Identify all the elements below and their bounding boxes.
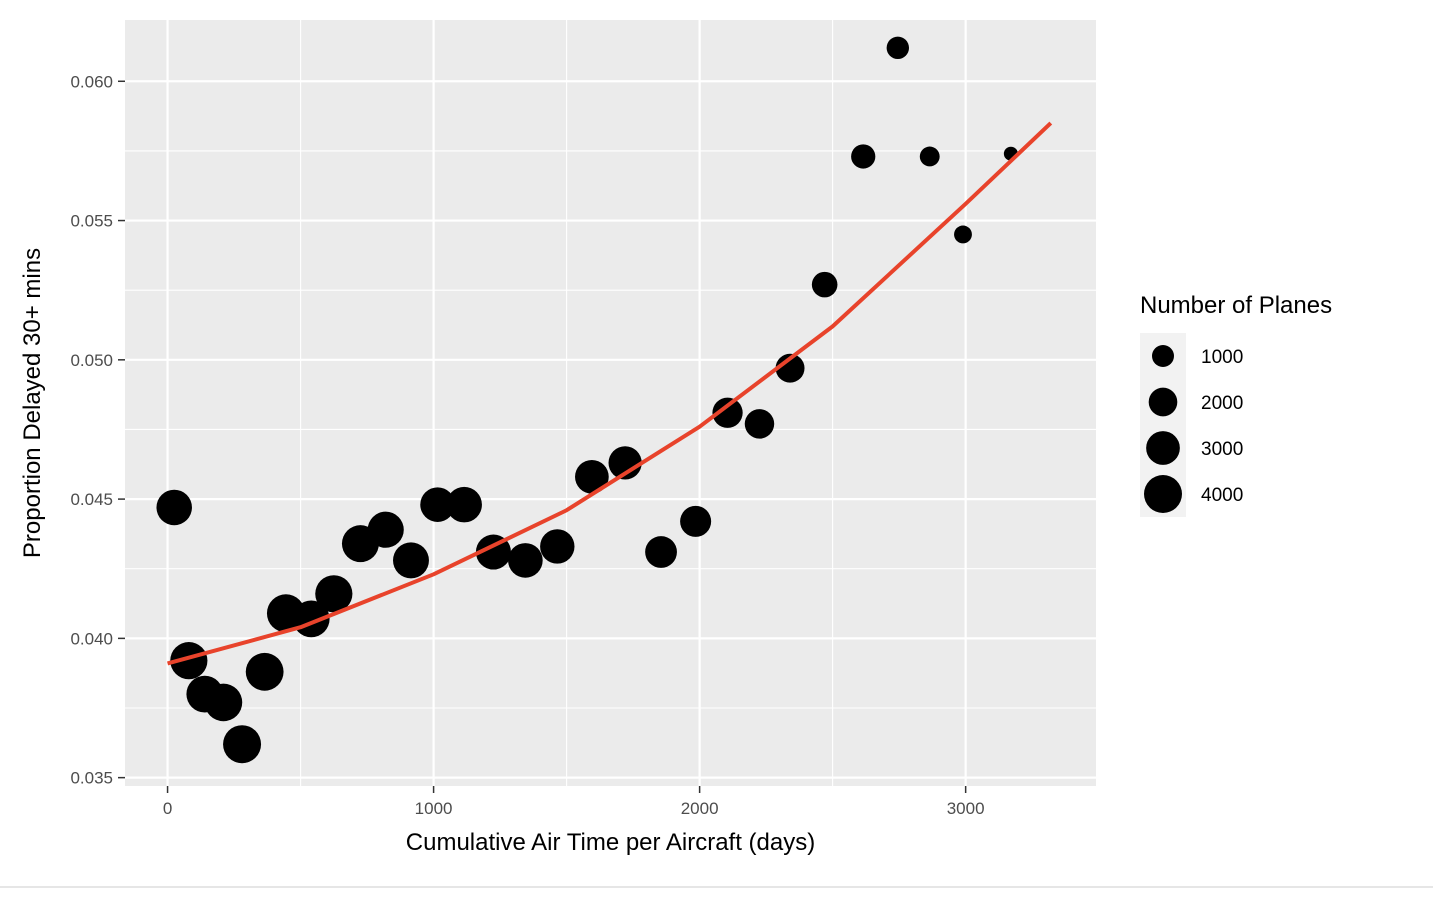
y-axis: 0.035 0.040 0.045 0.050 0.055 0.060 — [70, 72, 125, 788]
x-tick-label: 3000 — [947, 799, 985, 818]
data-point — [420, 487, 455, 522]
x-axis-title: Cumulative Air Time per Aircraft (days) — [406, 829, 815, 856]
legend-title: Number of Planes — [1140, 292, 1332, 319]
y-axis-title: Proportion Delayed 30+ mins — [19, 248, 46, 558]
data-point — [744, 409, 775, 439]
legend-key-dot — [1146, 431, 1180, 465]
data-point — [315, 575, 353, 613]
data-point — [508, 543, 543, 578]
legend-keys: 1000 2000 3000 4000 — [1140, 333, 1243, 517]
data-point — [446, 486, 482, 523]
legend-key-dot — [1152, 345, 1174, 367]
data-point — [170, 642, 208, 680]
legend-entry-label: 1000 — [1201, 347, 1243, 368]
legend-key-dot — [1144, 475, 1182, 513]
data-point — [775, 353, 805, 383]
legend-entry-label: 4000 — [1201, 485, 1243, 506]
major-gridlines — [125, 20, 1096, 786]
data-point — [811, 271, 838, 298]
data-point — [608, 446, 642, 480]
legend-key-dot — [1148, 387, 1178, 417]
data-point — [540, 529, 575, 564]
data-point — [156, 489, 192, 526]
x-axis: 0 1000 2000 3000 — [163, 786, 985, 818]
y-tick-label: 0.045 — [70, 490, 113, 509]
legend-entry-label: 3000 — [1201, 439, 1243, 460]
x-tick-label: 0 — [163, 799, 172, 818]
data-point — [575, 459, 609, 494]
size-legend: Number of Planes 1000 2000 3000 4000 — [1140, 292, 1332, 517]
data-point — [919, 146, 940, 167]
bottom-divider — [0, 886, 1433, 888]
data-point — [367, 511, 404, 548]
fit-line-group — [167, 121, 1053, 666]
y-tick-label: 0.050 — [70, 351, 113, 370]
data-point — [393, 542, 429, 579]
data-point — [645, 536, 677, 568]
data-point — [245, 652, 284, 691]
data-points — [156, 36, 1018, 764]
data-point — [223, 725, 262, 764]
y-tick-label: 0.040 — [70, 629, 113, 648]
x-tick-label: 2000 — [681, 799, 719, 818]
minor-gridlines — [125, 20, 1096, 786]
data-point — [954, 225, 972, 244]
data-point — [851, 144, 876, 169]
data-point — [712, 397, 743, 428]
y-tick-label: 0.060 — [70, 72, 113, 91]
data-point — [204, 683, 243, 722]
x-tick-label: 1000 — [415, 799, 453, 818]
y-tick-label: 0.035 — [70, 769, 113, 788]
data-point — [680, 505, 712, 537]
fit-line — [167, 121, 1053, 666]
y-tick-label: 0.055 — [70, 212, 113, 231]
legend-entry-label: 2000 — [1201, 393, 1243, 414]
data-point — [886, 36, 910, 60]
